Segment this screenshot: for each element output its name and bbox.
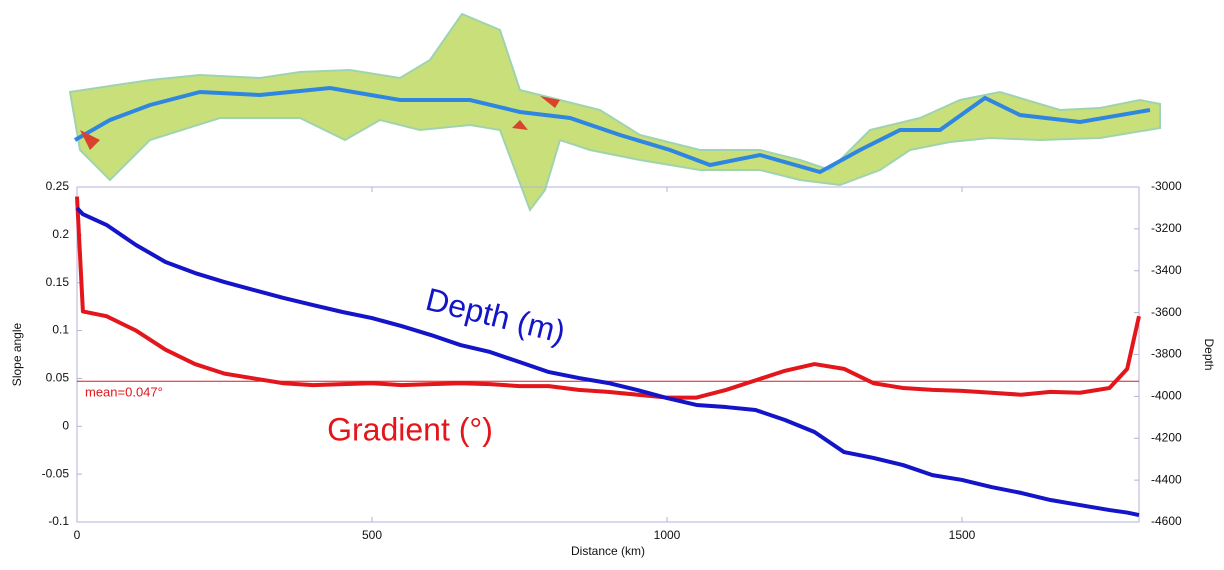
y-tick-label: -0.1 <box>48 514 69 528</box>
chart: 0 500 1000 1500 0.25 0.2 0.15 0.1 0.05 0 -0.05 -0.1… <box>0 0 1224 565</box>
page: {"chart_data": {"type": "line", "x_label… <box>0 0 1224 565</box>
y2-tick-label: -4600 <box>1151 514 1182 528</box>
x-tick-label: 500 <box>362 528 382 542</box>
y-tick-label: 0.05 <box>46 371 70 385</box>
x-tick-label: 0 <box>74 528 81 542</box>
x-tick-label: 1500 <box>949 528 976 542</box>
map-area <box>70 14 1160 210</box>
x-axis-label: Distance (km) <box>571 544 645 558</box>
y2-tick-label: -4000 <box>1151 389 1182 403</box>
y-tick-label: 0.1 <box>52 323 69 337</box>
y2-tick-label: -3000 <box>1151 179 1182 193</box>
y2-tick-label: -3600 <box>1151 305 1182 319</box>
y2-tick-label: -4400 <box>1151 472 1182 486</box>
y2-tick-label: -3400 <box>1151 263 1182 277</box>
mean-label: mean=0.047° <box>85 385 163 400</box>
y2-tick-label: -4200 <box>1151 430 1182 444</box>
y-tick-label: 0.15 <box>46 275 70 289</box>
y-tick-label: 0 <box>62 418 69 432</box>
y2-axis-label: Depth <box>1202 338 1216 370</box>
y-tick-label: -0.05 <box>42 466 70 480</box>
plot-frame <box>77 187 1139 522</box>
y-tick-label: 0.2 <box>52 227 69 241</box>
series-annotation: Gradient (°) <box>327 411 493 447</box>
y2-tick-label: -3200 <box>1151 221 1182 235</box>
data-line <box>77 208 1139 515</box>
y-tick-label: 0.25 <box>46 179 70 193</box>
data-line <box>77 197 1139 398</box>
bathymetry-map <box>70 14 1160 210</box>
y-axis-label: Slope angle <box>10 322 24 386</box>
x-tick-label: 1000 <box>654 528 681 542</box>
y2-tick-label: -3800 <box>1151 347 1182 361</box>
